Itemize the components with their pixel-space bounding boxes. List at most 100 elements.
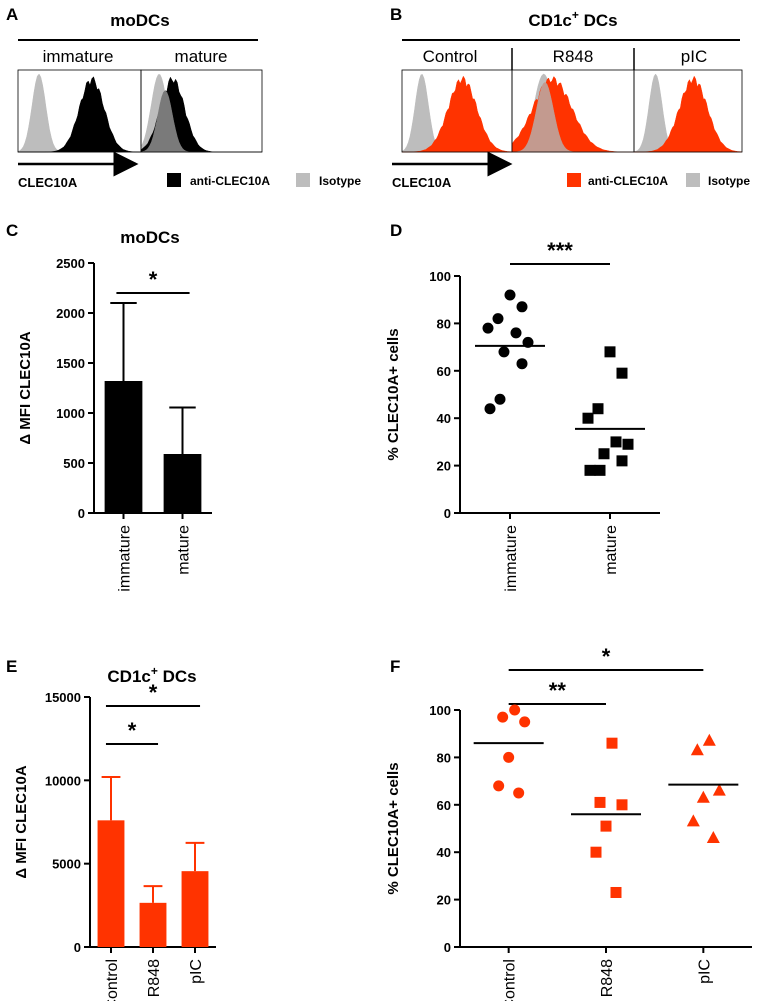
significance-label: * — [149, 680, 158, 705]
x-tick-label: R848 — [599, 959, 616, 997]
panel-b-marker-label: CLEC10A — [392, 175, 452, 190]
panel-a-frame-1 — [140, 69, 263, 153]
panel-b-title: CD1c+ DCs — [528, 8, 617, 30]
x-tick-label: R848 — [146, 959, 163, 997]
chart-d-panel-letter: D — [390, 221, 402, 240]
data-point — [706, 830, 720, 843]
y-tick-label: 40 — [437, 845, 451, 860]
panel-a: A moDCs immature mature CLEC10A anti-CLE… — [6, 5, 361, 190]
panel-a-histograms — [17, 69, 263, 153]
chart-e-panel-letter: E — [6, 657, 17, 676]
data-point — [510, 327, 522, 339]
panel-a-legend-swatch-isotype — [296, 173, 310, 187]
y-tick-label: 60 — [437, 364, 451, 379]
x-tick-label: mature — [176, 525, 193, 575]
panel-a-title: moDCs — [110, 11, 170, 30]
data-point — [594, 796, 606, 808]
bar — [139, 902, 167, 947]
data-point — [702, 733, 716, 746]
y-tick-label: 10000 — [45, 773, 81, 788]
panel-a-header-mature: mature — [175, 47, 228, 66]
chart-c-title: moDCs — [120, 228, 180, 247]
data-point — [616, 455, 628, 467]
y-tick-label: 100 — [429, 703, 451, 718]
data-point — [590, 846, 602, 858]
panel-b-legend-swatch-anti — [567, 173, 581, 187]
data-point — [594, 464, 606, 476]
y-tick-label: 2000 — [56, 306, 85, 321]
chart-c-panel-letter: C — [6, 221, 18, 240]
y-axis-label: Δ MFI CLEC10A — [13, 765, 30, 878]
data-point — [622, 438, 634, 450]
panel-a-legend-isotype: Isotype — [319, 174, 361, 188]
bar — [181, 871, 209, 947]
x-tick-label: mature — [603, 525, 620, 575]
y-tick-label: 20 — [437, 459, 451, 474]
y-tick-label: 60 — [437, 798, 451, 813]
panel-b-anti-2 — [634, 75, 743, 153]
data-point — [492, 313, 504, 325]
y-axis-label: % CLEC10A+ cells — [385, 328, 402, 460]
panel-a-letter: A — [6, 5, 18, 24]
data-point — [482, 322, 494, 334]
significance-label: * — [602, 644, 611, 669]
data-point — [582, 412, 594, 424]
bar — [104, 381, 143, 513]
data-point — [616, 799, 628, 811]
significance-label: * — [149, 267, 158, 292]
panel-b-header-control: Control — [423, 47, 478, 66]
panel-b-header-r848: R848 — [553, 47, 594, 66]
panel-b-legend-anti: anti-CLEC10A — [588, 174, 668, 188]
data-point — [712, 783, 726, 796]
data-point — [494, 393, 506, 405]
significance-label: ** — [549, 678, 567, 703]
significance-label: * — [128, 718, 137, 743]
data-point — [690, 743, 704, 756]
y-axis-label: Δ MFI CLEC10A — [17, 331, 34, 444]
data-point — [509, 704, 521, 716]
panel-b-anti-0 — [402, 75, 513, 153]
title-main: CD1c — [107, 667, 150, 686]
y-tick-label: 2500 — [56, 256, 85, 271]
data-point — [513, 787, 525, 799]
y-tick-label: 0 — [444, 506, 451, 521]
x-tick-label: immature — [503, 525, 520, 592]
x-tick-label: immature — [117, 525, 134, 592]
data-point — [600, 820, 612, 832]
data-point — [686, 814, 700, 827]
y-tick-label: 80 — [437, 316, 451, 331]
panel-b-legend-isotype: Isotype — [708, 174, 750, 188]
data-point — [604, 346, 616, 358]
data-point — [484, 403, 496, 415]
data-point — [616, 367, 628, 379]
y-tick-label: 100 — [429, 269, 451, 284]
panel-b: B CD1c+ DCs Control R848 pIC CLEC10A ant… — [390, 5, 750, 190]
bar — [163, 454, 202, 513]
data-point — [592, 403, 604, 415]
data-point — [503, 751, 515, 763]
panel-b-histograms — [401, 69, 743, 153]
data-point — [516, 358, 528, 370]
y-axis-label: % CLEC10A+ cells — [385, 762, 402, 894]
y-tick-label: 5000 — [52, 857, 81, 872]
chart-d: D 0 20 40 60 80 100 % CLEC10A+ cells immature mat… — [385, 221, 660, 592]
panel-a-marker-label: CLEC10A — [18, 175, 78, 190]
data-point — [606, 737, 618, 749]
chart-f-panel-letter: F — [390, 657, 400, 676]
y-tick-label: 15000 — [45, 690, 81, 705]
data-point — [584, 464, 596, 476]
y-tick-label: 0 — [74, 940, 81, 955]
data-point — [519, 716, 531, 728]
y-tick-label: 40 — [437, 411, 451, 426]
data-point — [497, 711, 509, 723]
panel-b-frame-2 — [633, 69, 743, 153]
x-tick-label: pIC — [188, 959, 205, 984]
data-point — [493, 780, 505, 792]
data-point — [498, 346, 510, 358]
x-tick-label: pIC — [696, 959, 713, 984]
x-tick-label: Control — [104, 959, 121, 1001]
panel-a-legend-anti: anti-CLEC10A — [190, 174, 270, 188]
data-point — [504, 289, 516, 301]
